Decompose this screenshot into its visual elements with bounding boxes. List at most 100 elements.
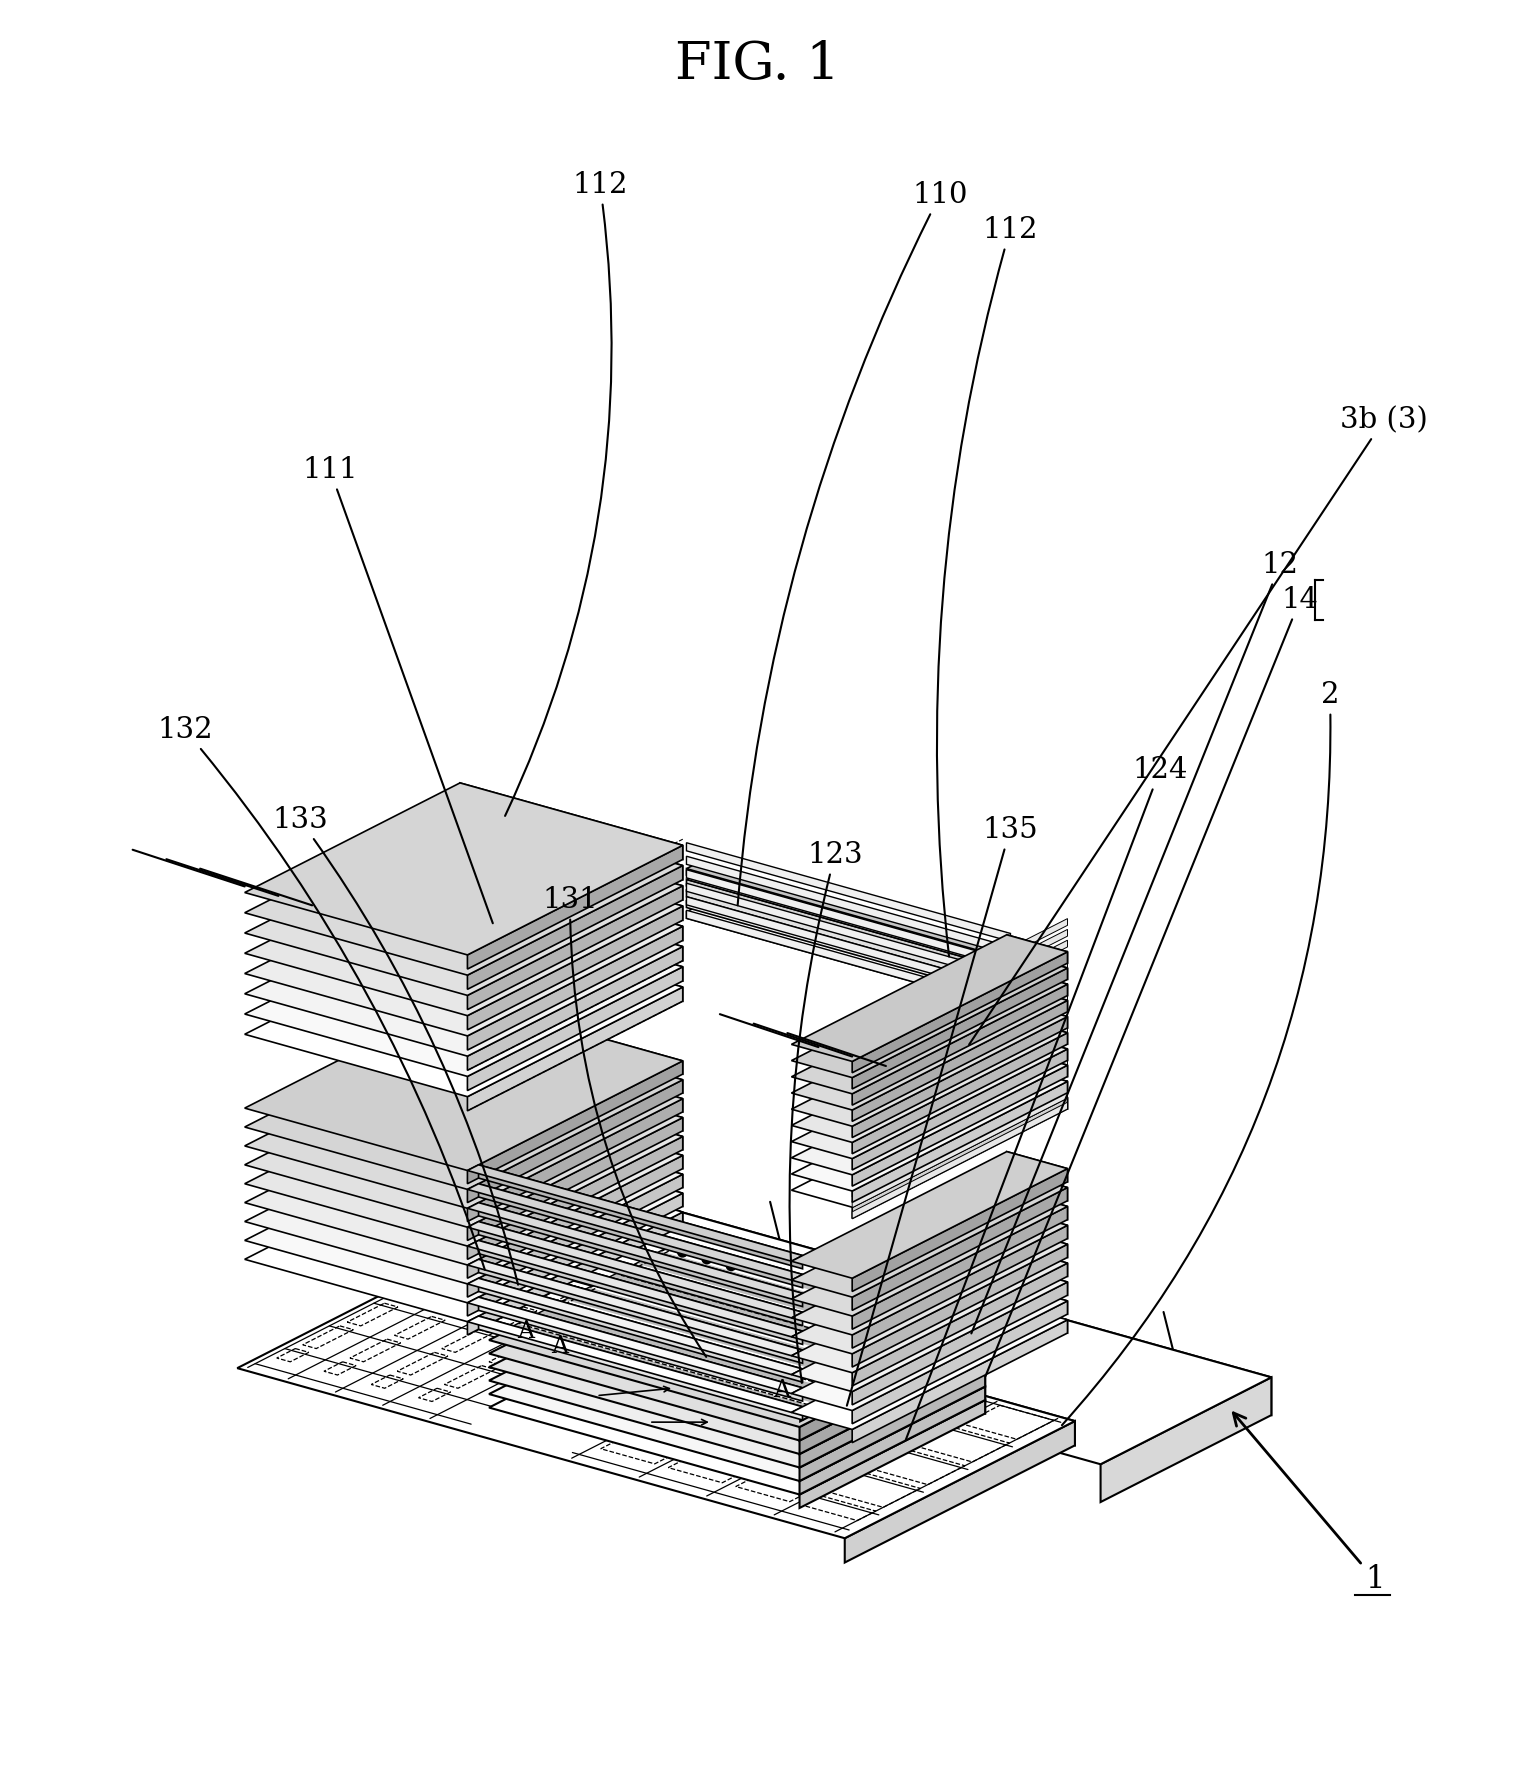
Polygon shape	[460, 1130, 683, 1206]
Polygon shape	[509, 1324, 813, 1411]
Polygon shape	[852, 1098, 1067, 1219]
Polygon shape	[468, 1259, 802, 1356]
Polygon shape	[1007, 968, 1067, 996]
Polygon shape	[460, 1017, 683, 1093]
Polygon shape	[686, 842, 1010, 941]
Polygon shape	[852, 984, 1067, 1100]
Polygon shape	[468, 1222, 802, 1317]
Polygon shape	[792, 1227, 1067, 1355]
Polygon shape	[1007, 1049, 1067, 1077]
Polygon shape	[468, 1079, 683, 1203]
Polygon shape	[686, 885, 1022, 980]
Polygon shape	[686, 883, 1010, 982]
Polygon shape	[799, 1333, 986, 1441]
Polygon shape	[852, 1091, 1067, 1208]
Text: 135: 135	[846, 816, 1037, 1406]
Polygon shape	[468, 927, 683, 1051]
Polygon shape	[503, 1245, 970, 1415]
Polygon shape	[460, 1074, 683, 1150]
Text: 111: 111	[303, 456, 494, 924]
Polygon shape	[460, 925, 683, 1001]
Polygon shape	[686, 874, 1022, 970]
Polygon shape	[1007, 1208, 1067, 1238]
Polygon shape	[245, 844, 683, 1015]
Text: 123: 123	[789, 841, 863, 1383]
Polygon shape	[852, 1081, 1067, 1203]
Polygon shape	[686, 869, 1010, 968]
Polygon shape	[468, 1098, 683, 1222]
Polygon shape	[852, 1319, 1067, 1443]
Polygon shape	[852, 1000, 1067, 1121]
Polygon shape	[792, 1000, 1067, 1127]
Polygon shape	[792, 1303, 1067, 1429]
Polygon shape	[792, 1081, 1067, 1208]
Polygon shape	[852, 918, 1067, 1035]
Polygon shape	[674, 1245, 970, 1335]
Polygon shape	[675, 1245, 986, 1346]
Polygon shape	[852, 1026, 1067, 1143]
Polygon shape	[801, 1328, 970, 1422]
Polygon shape	[468, 1166, 802, 1261]
Polygon shape	[468, 865, 683, 989]
Polygon shape	[792, 1171, 1067, 1298]
Polygon shape	[468, 1174, 683, 1298]
Polygon shape	[245, 782, 683, 955]
Polygon shape	[245, 823, 683, 996]
Polygon shape	[460, 1056, 683, 1130]
Polygon shape	[852, 973, 1067, 1090]
Polygon shape	[852, 1263, 1067, 1386]
Polygon shape	[1007, 1303, 1067, 1333]
Polygon shape	[792, 934, 1067, 1061]
Polygon shape	[460, 782, 683, 860]
Polygon shape	[686, 906, 1022, 1003]
Polygon shape	[478, 1166, 802, 1268]
Polygon shape	[852, 1015, 1067, 1132]
Polygon shape	[675, 1300, 986, 1400]
Polygon shape	[637, 1259, 942, 1346]
Circle shape	[634, 1287, 645, 1298]
Polygon shape	[686, 897, 1010, 996]
Polygon shape	[1007, 1264, 1067, 1294]
Polygon shape	[852, 1005, 1067, 1121]
Polygon shape	[852, 1187, 1067, 1310]
Polygon shape	[468, 887, 683, 1010]
Polygon shape	[583, 1185, 1272, 1415]
Polygon shape	[489, 1286, 986, 1468]
Polygon shape	[852, 994, 1067, 1111]
Polygon shape	[1007, 1247, 1067, 1277]
Text: 110: 110	[737, 180, 967, 906]
Polygon shape	[792, 968, 1067, 1093]
Polygon shape	[468, 1250, 1075, 1445]
Polygon shape	[799, 1386, 986, 1494]
Polygon shape	[792, 1264, 1067, 1392]
Polygon shape	[537, 1309, 842, 1397]
Polygon shape	[245, 864, 683, 1037]
Polygon shape	[675, 1259, 986, 1360]
Circle shape	[660, 1294, 669, 1305]
Polygon shape	[852, 940, 1067, 1056]
Polygon shape	[675, 1273, 986, 1372]
Polygon shape	[792, 1049, 1067, 1174]
Polygon shape	[1007, 1151, 1067, 1181]
Polygon shape	[245, 904, 683, 1077]
Polygon shape	[489, 1314, 986, 1494]
Text: 14: 14	[986, 586, 1319, 1376]
Polygon shape	[792, 1247, 1067, 1372]
Polygon shape	[489, 1259, 986, 1441]
Polygon shape	[468, 1183, 802, 1280]
Polygon shape	[852, 1282, 1067, 1406]
Polygon shape	[245, 998, 683, 1171]
Polygon shape	[852, 950, 1067, 1067]
Polygon shape	[792, 1065, 1067, 1190]
Polygon shape	[1007, 984, 1067, 1012]
Polygon shape	[468, 906, 683, 1030]
Polygon shape	[1007, 1000, 1067, 1028]
Polygon shape	[468, 846, 683, 970]
Text: 131: 131	[542, 887, 706, 1356]
Polygon shape	[551, 1302, 855, 1390]
Circle shape	[727, 1261, 736, 1270]
Polygon shape	[580, 1287, 884, 1376]
Polygon shape	[665, 1245, 969, 1332]
Polygon shape	[852, 1081, 1067, 1197]
Polygon shape	[468, 987, 683, 1111]
